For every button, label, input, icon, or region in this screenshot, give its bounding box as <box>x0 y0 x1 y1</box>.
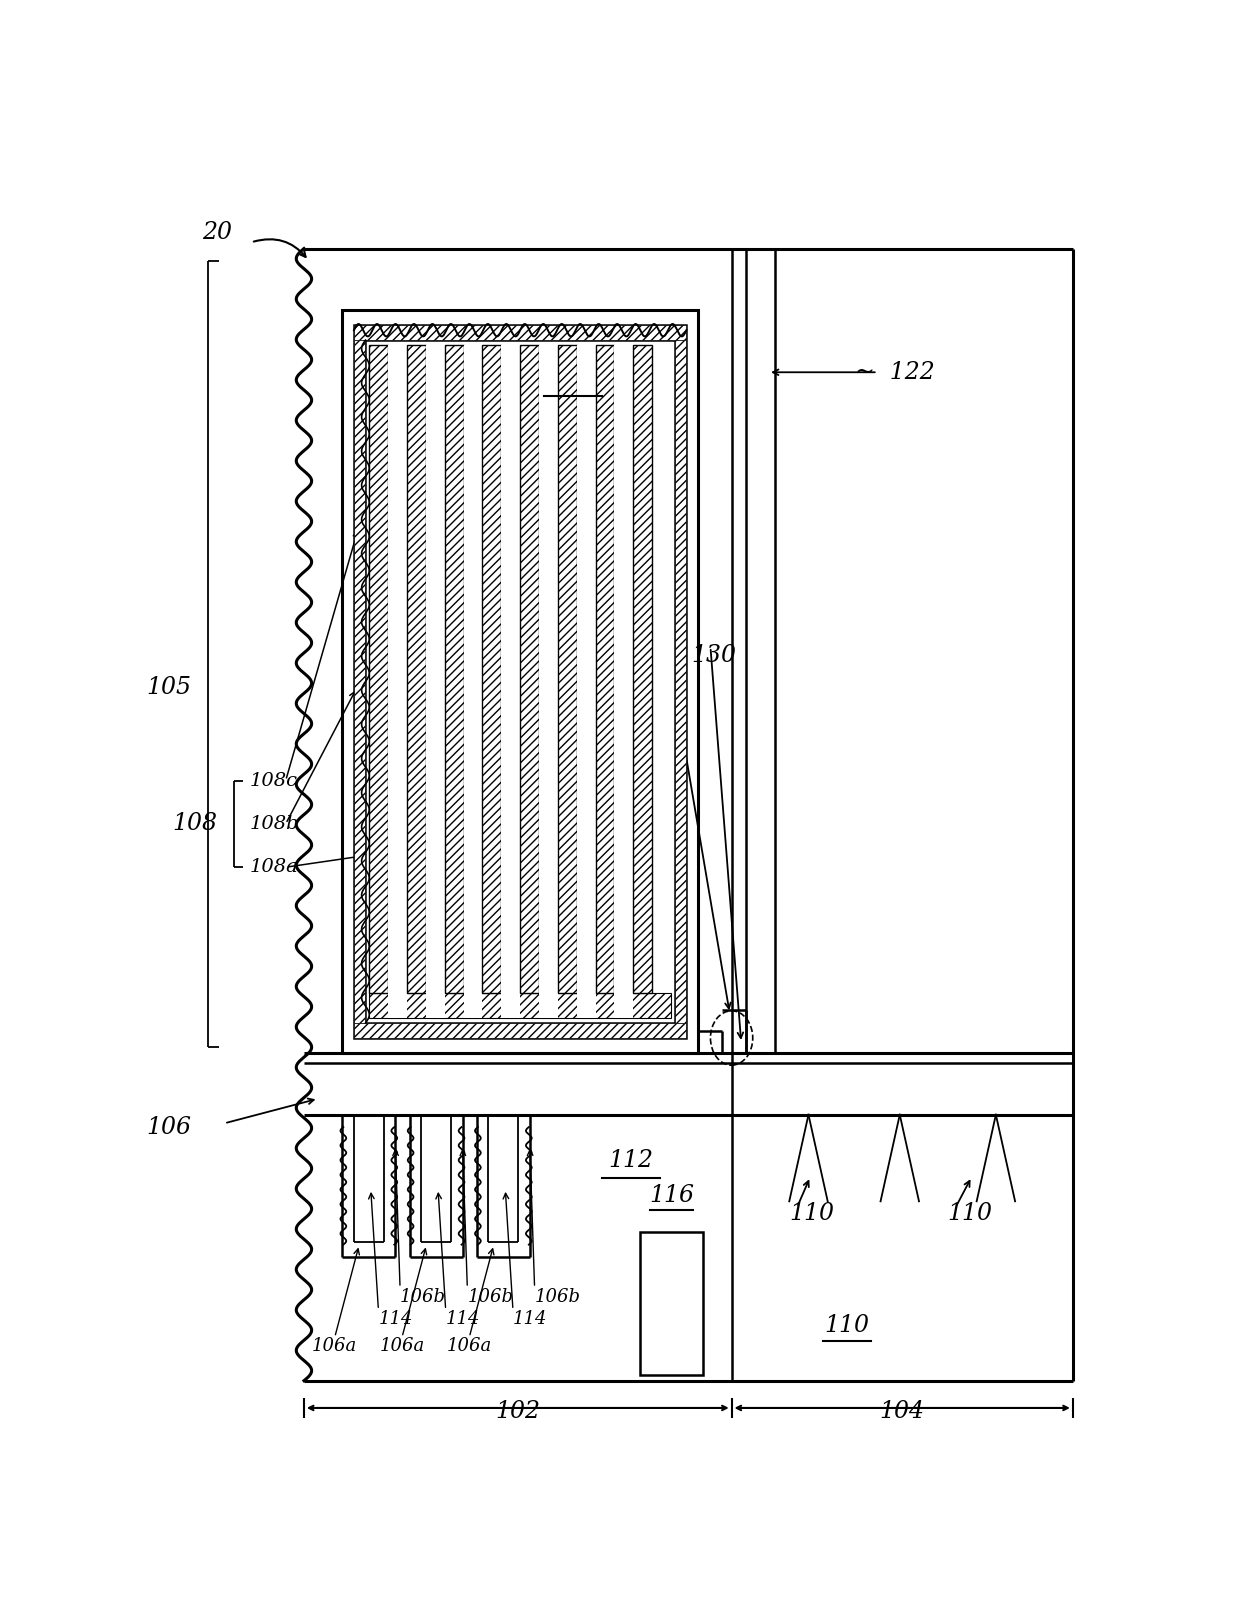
Bar <box>353 325 687 1038</box>
Bar <box>388 346 407 1019</box>
Bar <box>577 346 595 1019</box>
Bar <box>558 346 577 993</box>
Text: ~  122: ~ 122 <box>856 360 935 384</box>
Bar <box>539 346 558 1019</box>
Text: 110: 110 <box>789 1202 835 1225</box>
Text: 108c: 108c <box>249 771 298 789</box>
Text: 110: 110 <box>947 1202 993 1225</box>
Text: 112: 112 <box>608 1149 653 1172</box>
Text: 114: 114 <box>445 1310 480 1329</box>
Text: 108a: 108a <box>249 858 298 876</box>
Bar <box>407 346 425 993</box>
Text: 20: 20 <box>202 220 232 244</box>
Text: 114: 114 <box>378 1310 413 1329</box>
Text: 108: 108 <box>172 813 217 836</box>
Text: 106: 106 <box>146 1115 191 1139</box>
Bar <box>342 310 698 1053</box>
Text: 110: 110 <box>825 1313 869 1337</box>
Text: 106b: 106b <box>534 1287 580 1306</box>
Bar <box>353 341 366 1024</box>
Bar <box>675 341 687 1024</box>
Text: 106a: 106a <box>379 1337 424 1355</box>
Text: 106a: 106a <box>446 1337 492 1355</box>
Text: 120: 120 <box>551 366 595 391</box>
Bar <box>615 346 634 1019</box>
Bar <box>464 346 482 1019</box>
Text: 130: 130 <box>692 644 737 667</box>
Bar <box>482 346 501 993</box>
Bar <box>370 993 671 1019</box>
Text: 105: 105 <box>146 677 191 699</box>
Text: 106b: 106b <box>467 1287 513 1306</box>
Bar <box>370 346 388 993</box>
Bar <box>353 325 687 341</box>
Bar <box>353 1024 687 1038</box>
Text: 114: 114 <box>513 1310 548 1329</box>
Text: 108b: 108b <box>249 815 299 832</box>
Bar <box>634 346 652 993</box>
Text: 109: 109 <box>527 898 572 922</box>
Bar <box>501 346 521 1019</box>
Text: 106b: 106b <box>401 1287 446 1306</box>
Bar <box>425 346 445 1019</box>
Bar <box>366 341 675 1024</box>
Bar <box>640 1233 703 1374</box>
Bar <box>445 346 464 993</box>
Bar <box>595 346 615 993</box>
Text: 104: 104 <box>879 1400 925 1424</box>
Text: 102: 102 <box>495 1400 541 1424</box>
Text: 124: 124 <box>630 627 676 649</box>
Bar <box>521 346 539 993</box>
Text: 106a: 106a <box>312 1337 357 1355</box>
Text: 116: 116 <box>649 1184 694 1207</box>
